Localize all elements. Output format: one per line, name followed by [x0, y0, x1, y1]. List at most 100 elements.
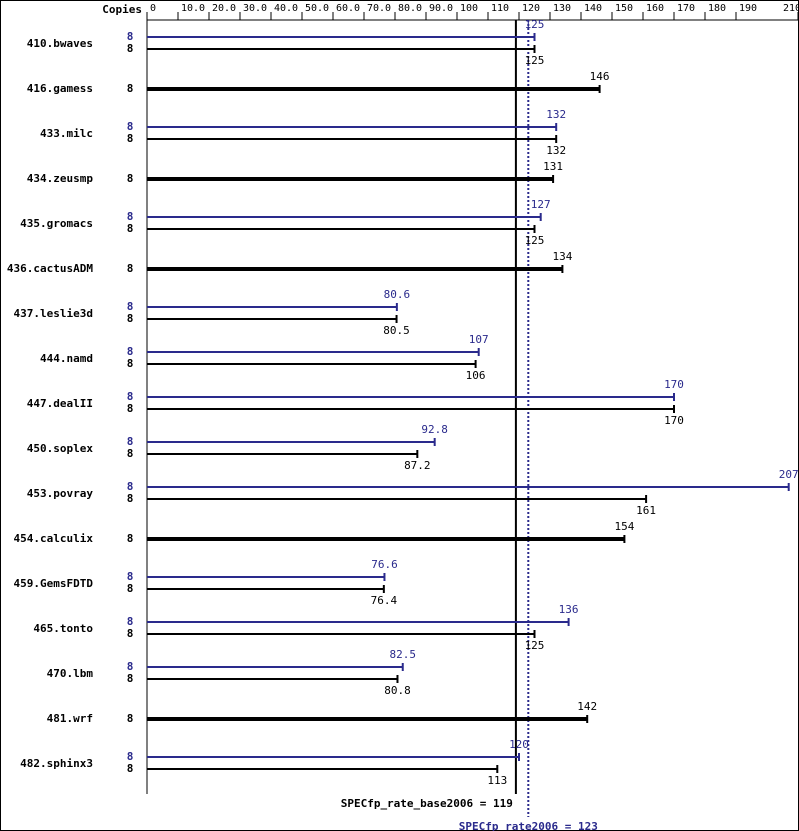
copies: 8 — [127, 750, 134, 763]
copies: 8 — [127, 357, 134, 370]
value-label: 106 — [466, 369, 486, 382]
value-label: 134 — [552, 250, 572, 263]
benchmark-label: 437.leslie3d — [14, 307, 93, 320]
benchmark-label: 470.lbm — [47, 667, 94, 680]
copies: 8 — [127, 480, 134, 493]
copies: 8 — [127, 712, 134, 725]
value-label: 142 — [577, 700, 597, 713]
x-tick-label: 120 — [522, 3, 540, 14]
copies: 8 — [127, 672, 134, 685]
value-label: 170 — [664, 378, 684, 391]
copies-header: Copies — [102, 3, 142, 16]
value-label: 154 — [614, 520, 634, 533]
value-label: 107 — [469, 333, 489, 346]
copies: 8 — [127, 660, 134, 673]
value-label: 80.6 — [384, 288, 411, 301]
value-label: 82.5 — [390, 648, 417, 661]
reference-label: SPECfp_rate_base2006 = 119 — [341, 797, 513, 810]
value-label: 120 — [509, 738, 529, 751]
benchmark-label: 410.bwaves — [27, 37, 93, 50]
x-tick-label: 0 — [150, 3, 156, 14]
x-tick-label: 180 — [708, 3, 726, 14]
benchmark-label: 416.gamess — [27, 82, 93, 95]
copies: 8 — [127, 615, 134, 628]
benchmark-label: 450.soplex — [27, 442, 94, 455]
x-tick-label: 100 — [460, 3, 478, 14]
value-label: 87.2 — [404, 459, 431, 472]
x-tick-label: 210 — [783, 3, 799, 14]
copies: 8 — [127, 222, 134, 235]
copies: 8 — [127, 210, 134, 223]
value-label: 136 — [559, 603, 579, 616]
copies: 8 — [127, 120, 134, 133]
copies: 8 — [127, 447, 134, 460]
value-label: 113 — [487, 774, 507, 787]
benchmark-label: 482.sphinx3 — [20, 757, 93, 770]
x-tick-label: 80.0 — [398, 3, 422, 14]
copies: 8 — [127, 30, 134, 43]
x-tick-label: 160 — [646, 3, 664, 14]
value-label: 132 — [546, 144, 566, 157]
value-label: 161 — [636, 504, 656, 517]
benchmark-label: 434.zeusmp — [27, 172, 94, 185]
x-tick-label: 30.0 — [243, 3, 267, 14]
reference-label: SPECfp_rate2006 = 123 — [459, 820, 598, 831]
x-tick-label: 140 — [584, 3, 602, 14]
benchmark-label: 435.gromacs — [20, 217, 93, 230]
value-label: 132 — [546, 108, 566, 121]
value-label: 127 — [531, 198, 551, 211]
benchmark-label: 465.tonto — [33, 622, 93, 635]
benchmark-label: 444.namd — [40, 352, 93, 365]
value-label: 76.4 — [371, 594, 398, 607]
benchmark-label: 454.calculix — [14, 532, 94, 545]
x-tick-label: 90.0 — [429, 3, 453, 14]
benchmark-label: 459.GemsFDTD — [14, 577, 94, 590]
x-tick-label: 110 — [491, 3, 509, 14]
benchmark-label: 453.povray — [27, 487, 94, 500]
copies: 8 — [127, 345, 134, 358]
copies: 8 — [127, 262, 134, 275]
x-tick-label: 130 — [553, 3, 571, 14]
benchmark-label: 436.cactusADM — [7, 262, 93, 275]
x-tick-label: 50.0 — [305, 3, 329, 14]
copies: 8 — [127, 172, 134, 185]
value-label: 125 — [525, 54, 545, 67]
value-label: 170 — [664, 414, 684, 427]
benchmark-label: 481.wrf — [47, 712, 93, 725]
x-tick-label: 150 — [615, 3, 633, 14]
copies: 8 — [127, 300, 134, 313]
benchmark-label: 447.dealII — [27, 397, 93, 410]
copies: 8 — [127, 132, 134, 145]
value-label: 125 — [525, 18, 545, 31]
x-tick-label: 40.0 — [274, 3, 298, 14]
copies: 8 — [127, 582, 134, 595]
copies: 8 — [127, 312, 134, 325]
value-label: 92.8 — [421, 423, 448, 436]
x-tick-label: 70.0 — [367, 3, 391, 14]
value-label: 76.6 — [371, 558, 398, 571]
value-label: 80.5 — [383, 324, 410, 337]
value-label: 80.8 — [384, 684, 411, 697]
copies: 8 — [127, 762, 134, 775]
value-label: 125 — [525, 639, 545, 652]
value-label: 207 — [779, 468, 799, 481]
value-label: 146 — [590, 70, 610, 83]
x-tick-label: 190 — [739, 3, 757, 14]
copies: 8 — [127, 532, 134, 545]
copies: 8 — [127, 42, 134, 55]
value-label: 125 — [525, 234, 545, 247]
copies: 8 — [127, 492, 134, 505]
copies: 8 — [127, 627, 134, 640]
value-label: 131 — [543, 160, 563, 173]
x-tick-label: 170 — [677, 3, 695, 14]
x-tick-label: 10.0 — [181, 3, 205, 14]
copies: 8 — [127, 570, 134, 583]
benchmark-label: 433.milc — [40, 127, 93, 140]
x-tick-label: 60.0 — [336, 3, 360, 14]
copies: 8 — [127, 402, 134, 415]
copies: 8 — [127, 82, 134, 95]
x-tick-label: 20.0 — [212, 3, 236, 14]
copies: 8 — [127, 435, 134, 448]
copies: 8 — [127, 390, 134, 403]
